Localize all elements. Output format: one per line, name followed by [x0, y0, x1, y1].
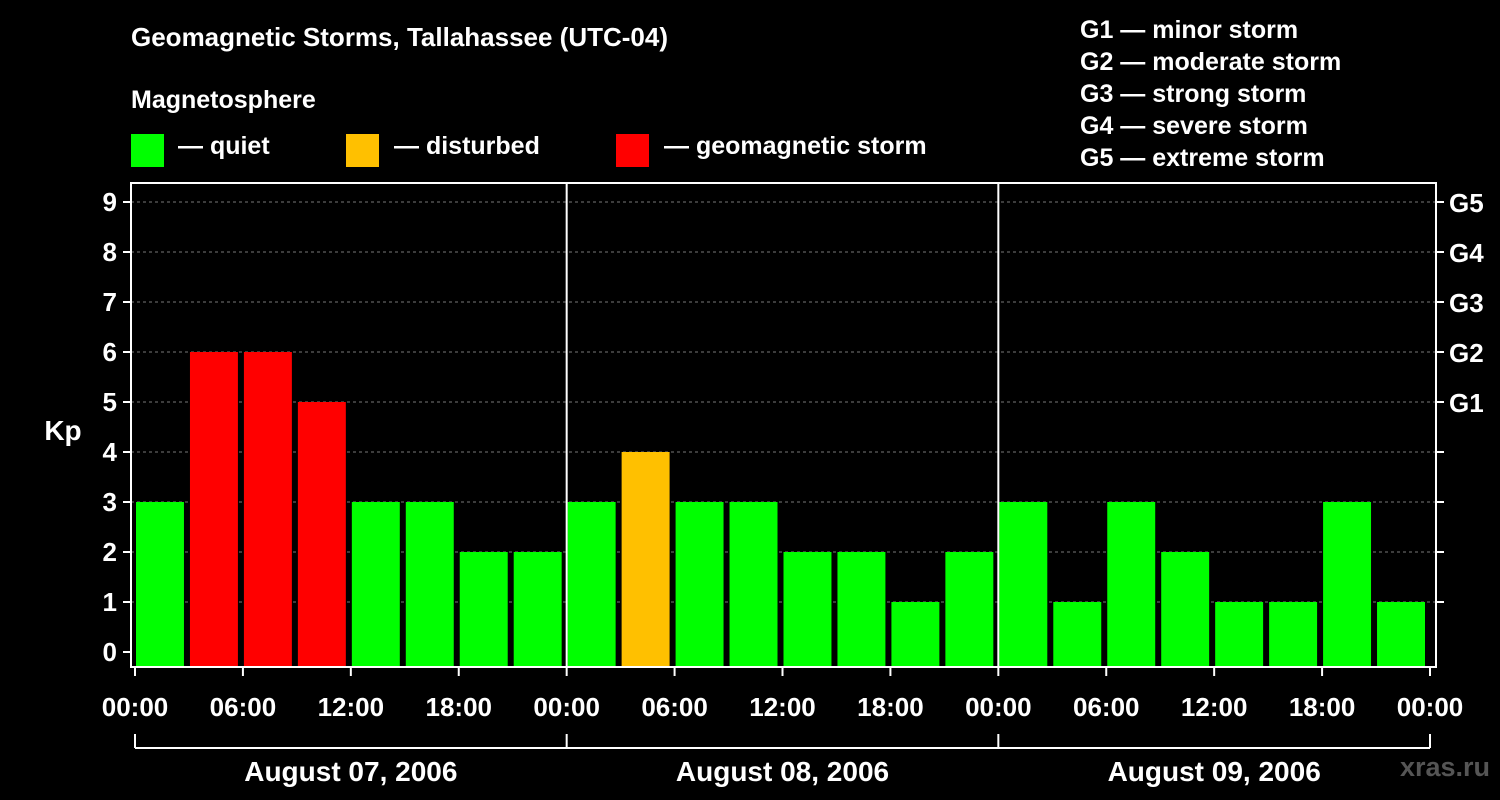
- storm-scale-g4: G4 — severe storm: [1080, 112, 1308, 140]
- g-scale-label: G3: [1449, 288, 1484, 318]
- kp-bar: [891, 602, 940, 666]
- y-tick-label: 2: [103, 537, 117, 567]
- x-tick-label: 00:00: [102, 692, 169, 722]
- storm-scale-g2: G2 — moderate storm: [1080, 48, 1342, 76]
- kp-bar: [351, 502, 400, 666]
- kp-bar: [189, 352, 238, 666]
- kp-bar: [1269, 602, 1318, 666]
- kp-bar: [837, 552, 886, 666]
- y-tick-label: 1: [103, 587, 117, 617]
- kp-bar: [1107, 502, 1156, 666]
- y-tick-label: 3: [103, 487, 117, 517]
- x-tick-label: 12:00: [1181, 692, 1248, 722]
- x-tick-label: 06:00: [1073, 692, 1140, 722]
- x-tick-label: 12:00: [749, 692, 816, 722]
- y-tick-label: 0: [103, 637, 117, 667]
- kp-bar: [999, 502, 1048, 666]
- day-label: August 08, 2006: [676, 756, 889, 787]
- legend-swatch-storm: [616, 134, 649, 167]
- kp-bar: [243, 352, 292, 666]
- x-tick-label: 00:00: [965, 692, 1032, 722]
- x-tick-label: 18:00: [1289, 692, 1356, 722]
- x-tick-label: 00:00: [533, 692, 600, 722]
- kp-bar: [1053, 602, 1102, 666]
- x-tick-label: 06:00: [641, 692, 708, 722]
- legend-heading: Magnetosphere: [131, 86, 316, 114]
- x-tick-label: 06:00: [210, 692, 277, 722]
- x-tick-label: 18:00: [857, 692, 924, 722]
- x-tick-label: 12:00: [318, 692, 385, 722]
- kp-bar: [1377, 602, 1425, 666]
- storm-scale-g5: G5 — extreme storm: [1080, 144, 1325, 172]
- y-tick-label: 4: [103, 437, 118, 467]
- kp-bar: [675, 502, 724, 666]
- x-tick-label: 18:00: [426, 692, 493, 722]
- kp-bar: [136, 502, 184, 666]
- kp-bar: [513, 552, 562, 666]
- y-tick-label: 6: [103, 337, 117, 367]
- kp-bar: [297, 402, 346, 666]
- kp-bar: [621, 452, 670, 666]
- y-tick-label: 8: [103, 237, 117, 267]
- legend-label-disturbed: — disturbed: [394, 132, 540, 160]
- kp-bar: [405, 502, 454, 666]
- storm-scale-g3: G3 — strong storm: [1080, 80, 1307, 108]
- kp-bar: [1215, 602, 1264, 666]
- storm-scale-g1: G1 — minor storm: [1080, 16, 1299, 44]
- kp-bar: [1161, 552, 1210, 666]
- watermark: xras.ru: [1399, 752, 1490, 782]
- kp-bar: [729, 502, 778, 666]
- g-scale-label: G4: [1449, 238, 1484, 268]
- day-label: August 09, 2006: [1108, 756, 1321, 787]
- y-tick-label: 9: [103, 187, 117, 217]
- kp-bar: [459, 552, 508, 666]
- y-tick-label: 7: [103, 287, 117, 317]
- g-scale-label: G2: [1449, 338, 1484, 368]
- day-label: August 07, 2006: [244, 756, 457, 787]
- g-scale-label: G5: [1449, 188, 1484, 218]
- kp-bar: [567, 502, 616, 666]
- kp-bar: [783, 552, 832, 666]
- legend-label-quiet: — quiet: [178, 132, 270, 160]
- legend-swatch-disturbed: [346, 134, 379, 167]
- y-axis-label: Kp: [44, 415, 81, 446]
- kp-bar: [1323, 502, 1372, 666]
- chart-title: Geomagnetic Storms, Tallahassee (UTC-04): [131, 22, 669, 52]
- x-tick-label: 00:00: [1397, 692, 1464, 722]
- kp-bar: [945, 552, 994, 666]
- legend-label-storm: — geomagnetic storm: [664, 132, 927, 160]
- g-scale-label: G1: [1449, 388, 1484, 418]
- legend-swatch-quiet: [131, 134, 164, 167]
- y-tick-label: 5: [103, 387, 117, 417]
